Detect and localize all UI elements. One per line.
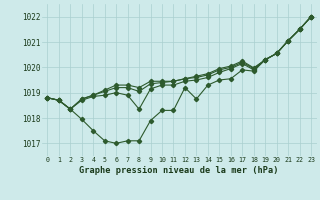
X-axis label: Graphe pression niveau de la mer (hPa): Graphe pression niveau de la mer (hPa) [79,166,279,175]
